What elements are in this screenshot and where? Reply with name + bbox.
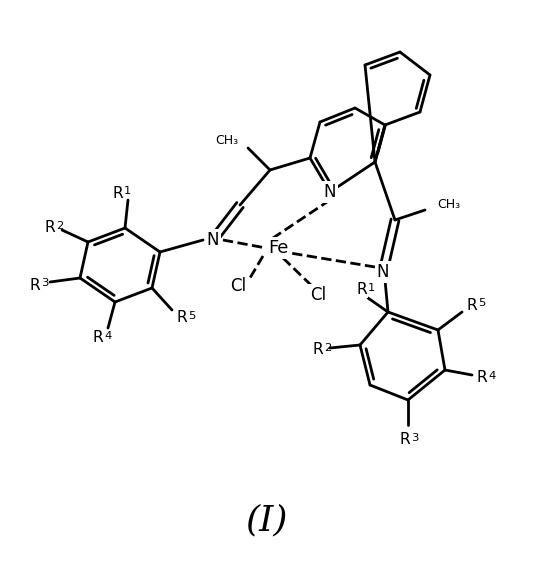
Text: (I): (I): [246, 503, 288, 537]
Text: R: R: [313, 343, 323, 357]
Text: 5: 5: [478, 299, 485, 308]
Text: R: R: [30, 278, 40, 292]
Text: N: N: [377, 263, 389, 281]
Text: R: R: [45, 220, 56, 235]
Text: Cl: Cl: [230, 277, 246, 295]
Text: 4: 4: [488, 371, 496, 381]
Text: R: R: [467, 297, 477, 312]
Text: N: N: [324, 183, 336, 201]
Text: N: N: [207, 231, 219, 249]
Text: 1: 1: [368, 283, 375, 293]
Text: 4: 4: [104, 331, 111, 341]
Text: 2: 2: [324, 343, 331, 353]
Text: R: R: [399, 432, 410, 448]
Text: 3: 3: [411, 433, 419, 444]
Text: R: R: [93, 331, 103, 345]
Text: CH₃: CH₃: [215, 134, 238, 147]
Text: 2: 2: [56, 222, 64, 231]
Text: R: R: [177, 311, 187, 325]
Text: 5: 5: [188, 311, 195, 321]
Text: 1: 1: [124, 186, 131, 196]
Text: Fe: Fe: [268, 239, 288, 257]
Text: Cl: Cl: [310, 286, 326, 304]
Text: 3: 3: [41, 279, 49, 288]
Text: R: R: [357, 283, 367, 297]
Text: CH₃: CH₃: [437, 199, 460, 211]
Text: R: R: [113, 186, 123, 200]
Text: R: R: [477, 371, 488, 385]
